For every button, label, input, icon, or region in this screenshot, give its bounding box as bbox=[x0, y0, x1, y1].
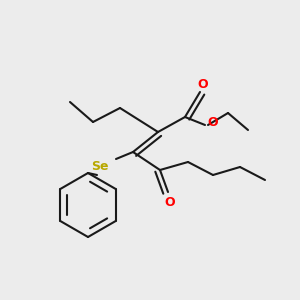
Text: O: O bbox=[208, 116, 218, 128]
Text: Se: Se bbox=[91, 160, 109, 173]
Text: O: O bbox=[198, 77, 208, 91]
Text: O: O bbox=[165, 196, 175, 208]
